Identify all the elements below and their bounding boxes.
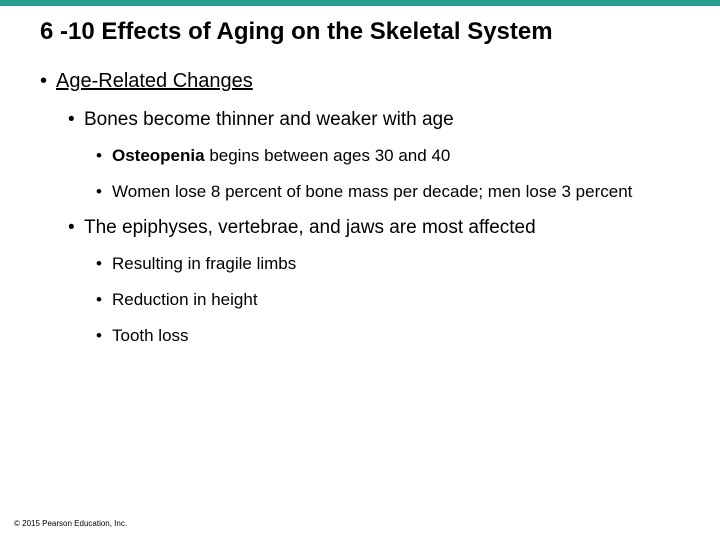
l3-text: Women lose 8 percent of bone mass per de… [112,182,632,201]
bullet-dot-icon: • [96,145,112,167]
bullet-dot-icon: • [68,109,84,131]
slide-title: 6 -10 Effects of Aging on the Skeletal S… [0,6,720,70]
bullet-l1-age-related: •Age-Related Changes [40,70,680,93]
bullet-l3-tooth-loss: •Tooth loss [96,325,680,347]
bullet-dot-icon: • [68,217,84,239]
l3-bold-term: Osteopenia [112,146,205,165]
l2-text: Bones become thinner and weaker with age [84,109,454,130]
l1-label: Age-Related Changes [56,70,253,92]
bullet-dot-icon: • [40,70,56,93]
slide-content: •Age-Related Changes •Bones become thinn… [0,70,720,347]
l3-text: Tooth loss [112,326,189,345]
bullet-dot-icon: • [96,253,112,275]
bullet-dot-icon: • [96,289,112,311]
bullet-l3-women-lose: •Women lose 8 percent of bone mass per d… [96,181,680,203]
l3-text: Resulting in fragile limbs [112,254,296,273]
bullet-dot-icon: • [96,181,112,203]
l3-rest: begins between ages 30 and 40 [205,146,451,165]
bullet-l3-fragile-limbs: •Resulting in fragile limbs [96,253,680,275]
l3-text: Reduction in height [112,290,258,309]
l2-text: The epiphyses, vertebrae, and jaws are m… [84,217,536,238]
bullet-dot-icon: • [96,325,112,347]
bullet-l2-bones-thinner: •Bones become thinner and weaker with ag… [68,109,680,131]
bullet-l3-osteopenia: •Osteopenia begins between ages 30 and 4… [96,145,680,167]
bullet-l3-height: •Reduction in height [96,289,680,311]
copyright-text: © 2015 Pearson Education, Inc. [14,519,127,528]
bullet-l2-epiphyses: •The epiphyses, vertebrae, and jaws are … [68,217,680,239]
